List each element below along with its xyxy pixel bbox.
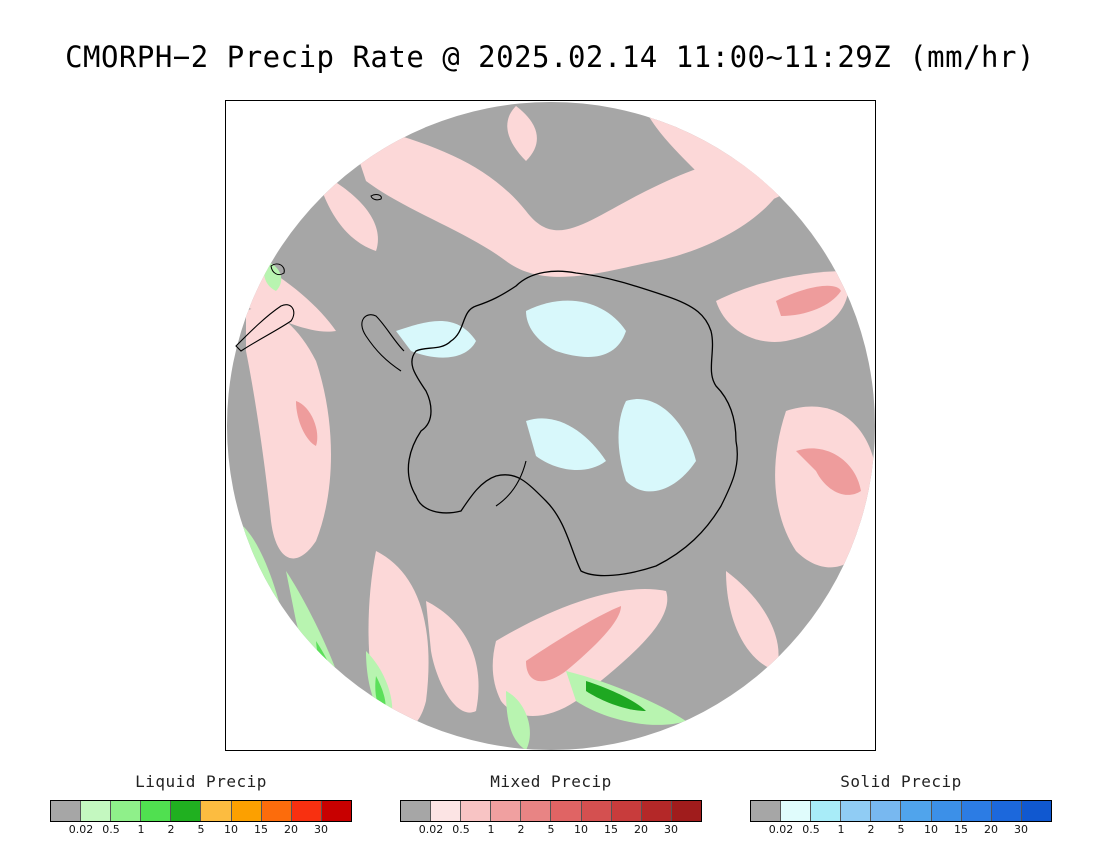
legend-swatch — [991, 801, 1022, 821]
legend-swatch — [51, 801, 82, 821]
legend-solid-precip: Solid Precip 0.02 0.5 1 2 5 10 15 20 30 — [750, 772, 1052, 839]
precip-band-north-mid — [507, 106, 537, 161]
legend-swatch — [641, 801, 672, 821]
legend-tick-label: 2 — [867, 823, 875, 836]
precip-swirl-east-core — [796, 448, 861, 495]
legend-swatch — [261, 801, 292, 821]
chart-title: CMORPH−2 Precip Rate @ 2025.02.14 11:00~… — [65, 40, 1035, 74]
legend-tick-label: 5 — [897, 823, 905, 836]
legend-ticks: 0.02 0.5 1 2 5 10 15 20 30 — [50, 823, 352, 839]
precip-band-upperleft — [316, 171, 378, 251]
legend-ticks: 0.02 0.5 1 2 5 10 15 20 30 — [400, 823, 702, 839]
precip-band-west — [246, 308, 331, 559]
precip-band-southeast — [726, 571, 779, 671]
legend-ticks: 0.02 0.5 1 2 5 10 15 20 30 — [750, 823, 1052, 839]
liquid-precip-south-center — [506, 691, 530, 750]
solid-precip-peninsula — [396, 321, 476, 358]
precip-band-west-core — [296, 401, 318, 446]
legend-swatch — [431, 801, 462, 821]
legend-swatch — [491, 801, 522, 821]
legend-liquid-precip: Liquid Precip 0.02 0.5 1 2 5 10 15 20 30 — [50, 772, 352, 839]
legend-title: Mixed Precip — [490, 772, 612, 791]
legend-tick-label: 5 — [547, 823, 555, 836]
legend-tick-label: 15 — [254, 823, 268, 836]
legend-tick-label: 20 — [634, 823, 648, 836]
liquid-precip-southeast-core — [586, 681, 646, 711]
legend-swatch — [171, 801, 202, 821]
legend-swatch — [521, 801, 552, 821]
precip-band-northeast — [646, 111, 786, 202]
legend-swatch — [961, 801, 992, 821]
legend-tick-label: 0.5 — [452, 823, 470, 836]
polar-map-canvas — [227, 102, 875, 750]
legend-swatch — [321, 801, 351, 821]
antarctic-peninsula-coast — [361, 314, 405, 372]
legend-tick-label: 0.02 — [418, 823, 444, 836]
legend-swatch — [141, 801, 172, 821]
solid-precip-east-interior — [618, 399, 696, 492]
south-america-fragment — [270, 263, 285, 276]
precip-band-east-core — [776, 285, 841, 316]
legend-tick-label: 0.02 — [768, 823, 794, 836]
legend-color-bar — [50, 800, 352, 822]
legend-swatch — [781, 801, 812, 821]
ross-sea-coast — [495, 460, 527, 507]
legend-swatch — [401, 801, 432, 821]
legend-tick-label: 0.5 — [802, 823, 820, 836]
solid-precip-coast — [526, 418, 606, 471]
antarctica-coastline — [407, 270, 738, 577]
legend-tick-label: 30 — [1014, 823, 1028, 836]
legend-swatch — [201, 801, 232, 821]
precip-band-southwest — [426, 601, 479, 713]
legend-color-bar — [400, 800, 702, 822]
legend-tick-label: 10 — [574, 823, 588, 836]
south-georgia — [370, 194, 382, 201]
legend-tick-label: 2 — [167, 823, 175, 836]
legend-title: Liquid Precip — [135, 772, 267, 791]
legend-swatch — [1021, 801, 1051, 821]
legend-swatch — [81, 801, 112, 821]
south-america-tip — [235, 304, 295, 352]
legend-tick-label: 0.5 — [102, 823, 120, 836]
legend-swatch — [581, 801, 612, 821]
legend-swatch — [231, 801, 262, 821]
legend-swatch — [901, 801, 932, 821]
legend-tick-label: 15 — [954, 823, 968, 836]
legend-tick-label: 1 — [137, 823, 145, 836]
legend-tick-label: 0.02 — [68, 823, 94, 836]
legend-tick-label: 20 — [984, 823, 998, 836]
legend-color-bar — [750, 800, 1052, 822]
legend-swatch — [841, 801, 872, 821]
legend-swatch — [551, 801, 582, 821]
solid-precip-interior — [526, 300, 626, 357]
legend-swatch — [461, 801, 492, 821]
precip-band-southcenter-core — [526, 606, 621, 682]
liquid-precip-southamerica — [264, 261, 282, 291]
legend-title: Solid Precip — [840, 772, 962, 791]
legend-tick-label: 2 — [517, 823, 525, 836]
legend-tick-label: 5 — [197, 823, 205, 836]
legend-mixed-precip: Mixed Precip 0.02 0.5 1 2 5 10 15 20 30 — [400, 772, 702, 839]
legend-swatch — [111, 801, 142, 821]
precipitation-map[interactable] — [225, 100, 876, 751]
legend-tick-label: 30 — [314, 823, 328, 836]
legend-swatch — [811, 801, 842, 821]
precip-swirl-east — [775, 406, 875, 568]
legend-tick-label: 10 — [924, 823, 938, 836]
legend-tick-label: 20 — [284, 823, 298, 836]
legend-swatch — [871, 801, 902, 821]
legend-swatch — [931, 801, 962, 821]
legend-tick-label: 15 — [604, 823, 618, 836]
legend-swatch — [611, 801, 642, 821]
legend-tick-label: 10 — [224, 823, 238, 836]
legend-swatch — [671, 801, 701, 821]
legend-tick-label: 1 — [487, 823, 495, 836]
precip-band-north — [346, 121, 786, 277]
legend-swatch — [751, 801, 782, 821]
legend-swatch — [291, 801, 322, 821]
legend-tick-label: 30 — [664, 823, 678, 836]
legend-tick-label: 1 — [837, 823, 845, 836]
